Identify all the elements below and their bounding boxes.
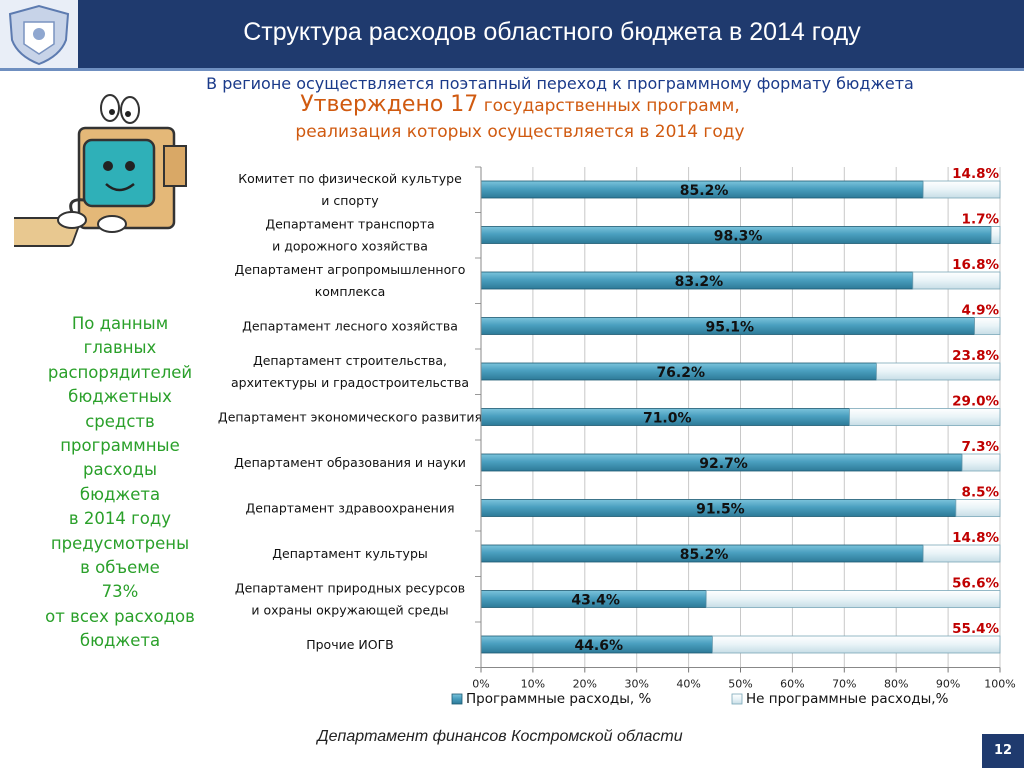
nonprogram-bar [990,226,1001,244]
x-tick-label: 10% [521,678,545,691]
nonprogram-value-label: 1.7% [962,212,1000,228]
category-label: Департамент лесного хозяйства [242,319,458,334]
approved-line-2: реализация которых осуществляется в 2014… [295,122,745,142]
nonprogram-value-label: 7.3% [962,439,1000,455]
sidebar-line: распорядителей [47,362,193,382]
nonprogram-value-label: 8.5% [962,485,1000,501]
category-label: Департамент экономического развития [218,410,482,425]
nonprogram-bar [849,408,1001,426]
sidebar-line: средств [85,411,155,431]
category-label: комплекса [315,284,386,299]
x-tick-label: 70% [832,678,856,691]
nonprogram-bar [922,180,1001,199]
x-tick-label: 80% [884,678,908,691]
program-value-label: 44.6% [574,638,623,654]
nonprogram-value-label: 14.8% [952,530,999,546]
header-bar: Структура расходов областного бюджета в … [0,0,1024,71]
nonprogram-value-label: 29.0% [952,394,999,410]
sidebar-line: в 2014 году [68,509,172,529]
nonprogram-bar [974,317,1001,335]
sidebar-line: 73% [101,582,139,602]
sidebar-line: бюджетных [68,387,172,407]
category-label: Департамент строительства, [253,353,447,368]
approved-rest: государственных программ, [478,96,740,116]
nonprogram-value-label: 16.8% [952,257,999,273]
category-label: и дорожного хозяйства [272,239,428,254]
coat-of-arms-icon [0,0,78,68]
x-tick-label: 90% [936,678,960,691]
approved-line-1: Утверждено 17 государственных программ, [230,92,810,117]
x-tick-label: 0% [472,678,489,691]
category-label: и спорту [321,193,379,208]
category-label: Департамент агропромышленного [235,262,466,277]
nonprogram-value-label: 14.8% [952,166,999,182]
category-label: и охраны окружающей среды [251,603,448,618]
subtitle: В регионе осуществляется поэтапный перех… [206,74,914,93]
sidebar-line: бюджета [79,631,161,651]
x-tick-label: 20% [573,678,597,691]
program-value-label: 95.1% [705,320,754,336]
sidebar-line: предусмотрены [50,533,190,553]
legend-swatch-nonprogram [731,693,743,705]
x-tick-label: 50% [728,678,752,691]
page-number: 12 [982,734,1024,768]
legend-label-program: Программные расходы, % [466,691,651,707]
program-value-label: 76.2% [656,365,705,381]
cartoon-computer-icon [0,88,194,262]
legend-swatch-program [451,693,463,705]
footer-text: Департамент финансов Костромской области [317,728,683,745]
nonprogram-bar [876,362,1001,381]
nonprogram-bar [922,544,1001,563]
program-value-label: 85.2% [680,547,729,563]
program-value-label: 92.7% [699,456,748,472]
category-label: архитектуры и градостроительства [231,375,469,390]
category-label: Прочие ИОГВ [306,637,394,652]
nonprogram-bar [961,453,1001,472]
sidebar-line: По данным [71,314,169,333]
x-tick-label: 100% [984,678,1015,691]
sidebar-line: расходы [83,460,157,480]
x-tick-label: 60% [780,678,804,691]
nonprogram-value-label: 4.9% [962,303,1000,319]
page-title: Структура расходов областного бюджета в … [243,18,861,46]
category-label: Департамент природных ресурсов [235,581,465,596]
nonprogram-bar [705,590,1001,608]
category-label: Департамент образования и науки [234,455,466,470]
sidebar-line: бюджета [79,484,161,504]
sidebar-line: программные [60,436,180,456]
program-value-label: 85.2% [680,183,729,199]
sidebar-text: По данным главных распорядителей бюджетн… [30,312,210,654]
nonprogram-value-label: 56.6% [952,576,999,592]
category-label: Комитет по физической культуре [238,171,462,186]
sidebar-line: главных [83,338,157,358]
category-label: Департамент здравоохранения [246,501,455,516]
nonprogram-value-label: 55.4% [952,621,999,637]
approved-prefix: Утверждено 17 [300,92,479,117]
program-value-label: 91.5% [696,502,745,518]
program-value-label: 98.3% [714,229,763,245]
nonprogram-value-label: 23.8% [952,348,999,364]
category-label: Департамент транспорта [265,217,434,232]
nonprogram-bar [955,499,1001,517]
nonprogram-bar [712,635,1001,654]
legend-label-nonprogram: Не программные расходы,% [746,691,949,707]
nonprogram-bar [912,271,1001,290]
program-value-label: 83.2% [675,274,724,290]
sidebar-line: от всех расходов [45,606,195,626]
program-value-label: 71.0% [643,411,692,427]
program-value-label: 43.4% [571,593,620,609]
sidebar-line: в объеме [80,558,160,578]
x-tick-label: 30% [624,678,648,691]
x-tick-label: 40% [676,678,700,691]
category-label: Департамент культуры [272,546,428,561]
